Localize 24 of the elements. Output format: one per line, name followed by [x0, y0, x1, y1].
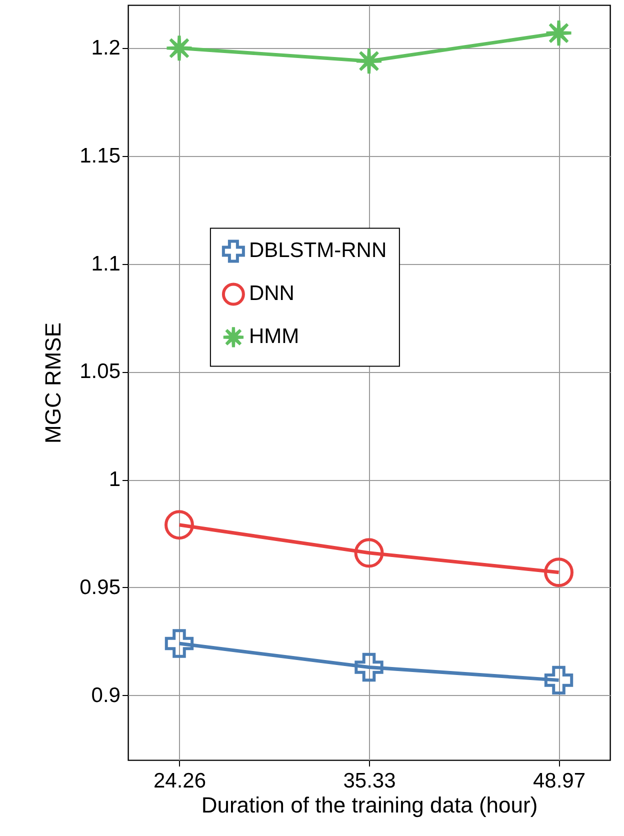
- point: [164, 510, 194, 540]
- point: [354, 652, 384, 682]
- point: [544, 666, 574, 695]
- y-tick-label: 0.95: [80, 576, 120, 599]
- legend-label: DNN: [248, 282, 294, 306]
- x-axis-title: Duration of the training data (hour): [201, 792, 538, 818]
- legend-label: HMM: [248, 325, 300, 348]
- x-tick-label: 35.33: [343, 770, 396, 792]
- point: [354, 538, 384, 568]
- point: [544, 558, 574, 588]
- point: [355, 47, 383, 76]
- legend-label: DBLSTM-RNN: [248, 239, 387, 262]
- y-tick-label: 0.9: [91, 684, 120, 707]
- point: [165, 34, 194, 62]
- x-tick-label: 24.26: [153, 770, 206, 792]
- y-tick-label: 1.05: [80, 360, 120, 384]
- x-tick-label: 48.97: [532, 770, 586, 792]
- point: [544, 19, 573, 47]
- y-tick-label: 1.1: [91, 252, 120, 276]
- y-tick-label: 1.15: [80, 144, 120, 168]
- y-axis-title: MGC RMSE: [40, 322, 66, 444]
- point: [164, 629, 194, 658]
- y-tick-label: 1.2: [91, 36, 120, 60]
- y-tick-label: 1: [108, 468, 120, 492]
